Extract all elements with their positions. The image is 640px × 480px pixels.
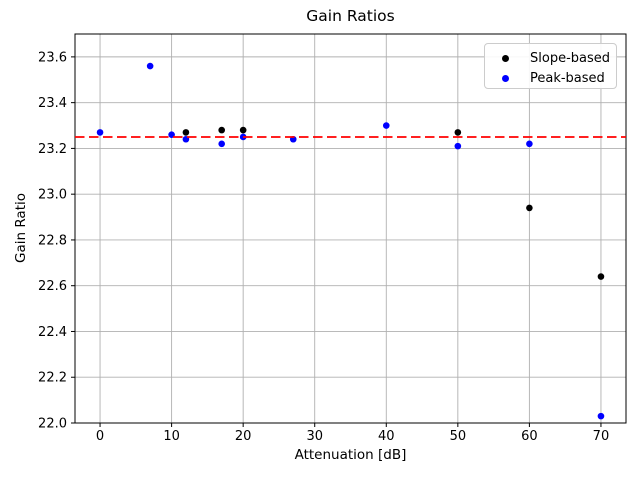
data-point-slope-based: [526, 204, 533, 212]
legend-item-slope-based: Slope-based: [485, 48, 616, 68]
x-tick-label: 50: [450, 429, 467, 444]
y-tick-label: 22.8: [38, 233, 67, 248]
data-point-peak-based: [96, 129, 104, 136]
data-point-slope-based: [597, 273, 605, 280]
chart-title: Gain Ratios: [306, 7, 395, 25]
data-point-slope-based: [239, 126, 247, 134]
data-point-slope-based: [218, 126, 225, 134]
x-tick-label: 60: [521, 429, 538, 444]
legend-label: Slope-based: [530, 50, 610, 66]
data-point-peak-based: [526, 140, 533, 148]
data-point-peak-based: [146, 62, 154, 70]
x-tick-label: 30: [306, 429, 323, 444]
y-tick-label: 23.0: [38, 188, 67, 203]
y-tick-label: 23.2: [38, 142, 67, 157]
x-tick-label: 0: [96, 429, 104, 444]
plot-border: [74, 33, 627, 424]
y-axis-label: Gain Ratio: [13, 193, 29, 263]
legend-item-peak-based: Peak-based: [485, 68, 616, 88]
y-tick-label: 22.0: [38, 417, 67, 432]
y-tick-label: 22.4: [38, 325, 67, 340]
x-tick-label: 70: [593, 429, 610, 444]
data-point-peak-based: [597, 412, 605, 420]
x-tick-label: 20: [235, 429, 252, 444]
legend-label: Peak-based: [530, 70, 605, 86]
legend-marker-icon: [502, 74, 509, 82]
y-tick-label: 22.6: [38, 279, 67, 294]
y-tick-label: 23.6: [38, 50, 67, 65]
data-point-peak-based: [218, 140, 225, 148]
y-tick-label: 23.4: [38, 96, 67, 111]
x-tick-label: 10: [163, 429, 180, 444]
legend: Slope-based Peak-based: [484, 43, 617, 89]
data-point-slope-based: [182, 129, 190, 136]
data-point-slope-based: [454, 129, 462, 136]
x-axis-label: Attenuation [dB]: [294, 447, 407, 463]
x-tick-label: 40: [378, 429, 395, 444]
legend-marker-icon: [502, 54, 509, 62]
data-point-peak-based: [382, 122, 390, 129]
data-point-peak-based: [454, 142, 462, 150]
y-tick-label: 22.2: [38, 371, 67, 386]
